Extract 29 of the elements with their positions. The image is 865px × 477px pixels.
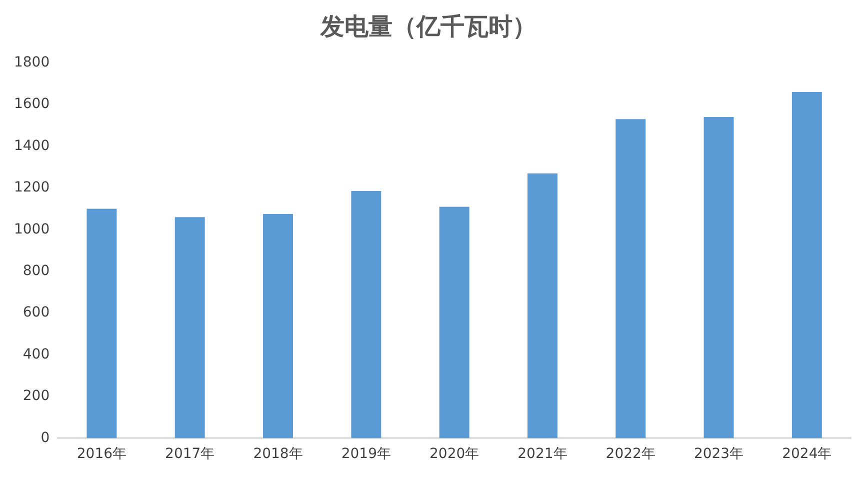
x-tick-label: 2021年 — [518, 446, 568, 462]
x-tick-label: 2017年 — [165, 446, 215, 462]
y-tick-label: 0 — [40, 430, 50, 446]
y-tick-label: 1400 — [14, 138, 50, 154]
bar — [86, 208, 117, 438]
y-tick-label: 1800 — [14, 54, 50, 70]
y-tick-label: 400 — [22, 346, 50, 362]
x-tick-label: 2019年 — [341, 446, 391, 462]
y-tick-label: 800 — [22, 262, 50, 279]
y-tick-label: 600 — [22, 304, 50, 321]
x-tick-label: 2016年 — [76, 446, 127, 462]
chart-title: 发电量（亿千瓦时） — [320, 12, 536, 41]
bar — [174, 217, 205, 438]
x-tick-label: 2023年 — [694, 446, 744, 462]
y-tick-label: 1000 — [14, 221, 50, 238]
bar — [263, 214, 293, 438]
bar — [351, 191, 382, 438]
y-tick-label: 1600 — [14, 96, 50, 112]
x-tick-label: 2018年 — [253, 446, 303, 462]
bar — [439, 206, 470, 438]
y-tick-label: 200 — [22, 388, 50, 404]
bar — [616, 119, 646, 438]
bar — [527, 173, 558, 438]
x-tick-label: 2024年 — [782, 446, 832, 462]
y-tick-label: 1200 — [14, 180, 50, 196]
bar — [792, 92, 822, 438]
bar — [704, 117, 734, 438]
x-tick-label: 2022年 — [606, 446, 656, 462]
x-tick-label: 2020年 — [429, 446, 480, 462]
